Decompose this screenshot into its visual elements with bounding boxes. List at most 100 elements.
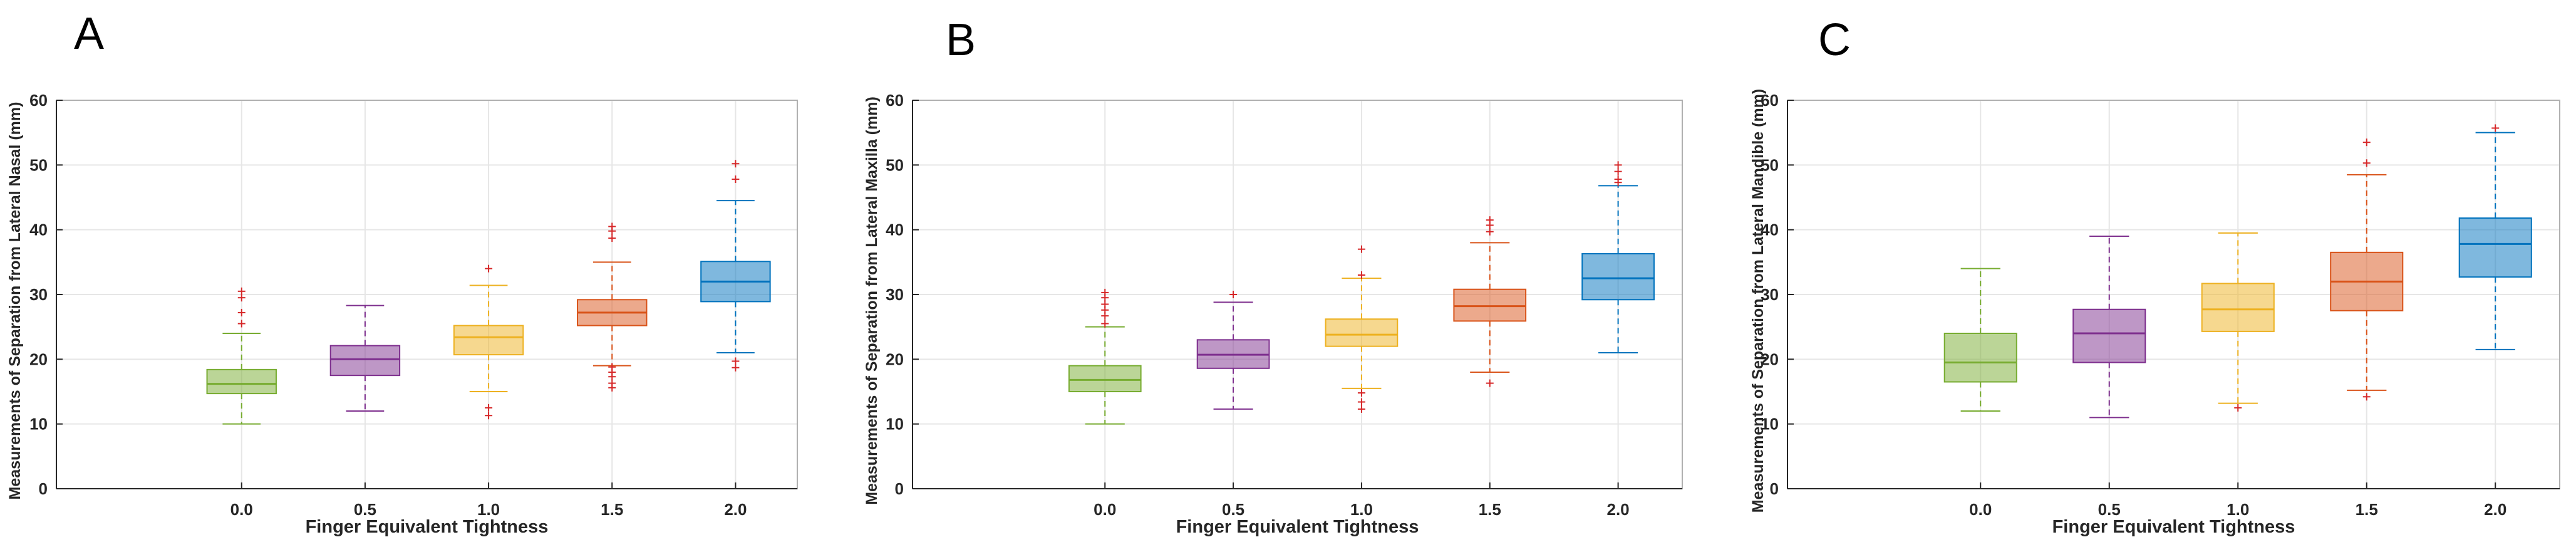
panel-label: B	[946, 15, 976, 65]
outlier-marker	[1101, 320, 1109, 328]
y-tick-label: 40	[886, 221, 904, 239]
x-axis-label: Finger Equivalent Tightness	[1176, 517, 1419, 537]
outlier-marker	[237, 294, 246, 302]
outlier-marker	[1229, 291, 1238, 298]
box-1.5	[1453, 216, 1527, 387]
outlier-marker	[2234, 404, 2242, 412]
outlier-marker	[2491, 124, 2500, 132]
iqr-box	[206, 368, 277, 395]
box-0.0	[1943, 268, 2017, 412]
iqr-box	[1943, 333, 2017, 383]
x-tick-label: 0.5	[1222, 500, 1244, 519]
box-1.0	[1325, 245, 1399, 413]
iqr-box	[1581, 253, 1655, 301]
outlier-marker	[237, 287, 246, 295]
y-tick-label: 10	[886, 415, 904, 434]
y-tick-label: 30	[1761, 285, 1779, 304]
x-tick-label: 0.0	[1094, 500, 1116, 519]
y-tick-label: 10	[29, 415, 48, 434]
y-tick-label: 30	[29, 285, 48, 304]
box-1.0	[453, 264, 524, 420]
panel-label: C	[1818, 15, 1851, 65]
x-tick-label: 1.5	[2356, 500, 2378, 519]
outlier-marker	[1357, 398, 1365, 406]
outlier-marker	[1486, 379, 1494, 387]
box-0.5	[329, 305, 401, 412]
y-tick-label: 60	[1761, 91, 1779, 110]
iqr-box	[1068, 365, 1142, 393]
outlier-marker	[608, 363, 616, 371]
outlier-marker	[485, 412, 493, 420]
box-0.5	[2072, 236, 2146, 419]
y-tick-label: 40	[1761, 221, 1779, 239]
x-axis-label: Finger Equivalent Tightness	[2052, 517, 2295, 537]
outlier-marker	[1357, 405, 1365, 413]
box-0.0	[1068, 288, 1142, 425]
box-1.0	[2201, 232, 2275, 412]
outlier-marker	[237, 308, 246, 316]
y-tick-label: 50	[1761, 155, 1779, 174]
x-tick-label: 1.5	[1479, 500, 1501, 519]
y-tick-label: 20	[1761, 350, 1779, 368]
outlier-marker	[732, 357, 740, 365]
outlier-marker	[1357, 245, 1365, 253]
box-1.5	[2330, 138, 2404, 401]
outlier-marker	[1614, 161, 1622, 169]
outlier-marker	[237, 320, 246, 328]
y-axis-label: Measurements of Separation from Lateral …	[863, 96, 881, 505]
x-tick-label: 2.0	[724, 500, 747, 519]
iqr-box	[1325, 318, 1399, 347]
outlier-marker	[732, 363, 740, 372]
x-tick-label: 1.0	[1350, 500, 1373, 519]
y-tick-label: 30	[886, 285, 904, 304]
y-tick-label: 20	[29, 350, 48, 368]
x-tick-label: 0.5	[2098, 500, 2121, 519]
outlier-marker	[1614, 175, 1622, 184]
outlier-marker	[1486, 227, 1494, 236]
y-tick-label: 0	[39, 479, 48, 498]
y-tick-label: 40	[29, 221, 48, 239]
box-2.0	[700, 160, 771, 372]
box-0.5	[1196, 291, 1270, 410]
outlier-marker	[1357, 271, 1365, 279]
outlier-marker	[608, 379, 616, 387]
panel-a: A 0 10 20 30 40 50 60 0.0 0.5 1.0 1.5 2.0 Finger Equi…	[6, 9, 798, 537]
x-tick-label: 0.5	[354, 500, 376, 519]
y-axis-label: Measurements of Separation from Lateral …	[6, 102, 24, 500]
y-tick-label: 0	[1770, 479, 1779, 498]
y-tick-label: 10	[1761, 415, 1779, 434]
x-tick-label: 2.0	[1607, 500, 1630, 519]
outlier-marker	[1614, 167, 1622, 175]
panel-c: C 0 10 20 30 40 50 60 0.0 0.5 1.0 1.5 2.0 Finger Equi…	[1749, 15, 2560, 537]
box-2.0	[2458, 124, 2532, 350]
outlier-marker	[1486, 216, 1494, 224]
x-axis-label: Finger Equivalent Tightness	[306, 517, 549, 537]
outlier-marker	[485, 404, 493, 412]
box-0.0	[206, 287, 277, 425]
panel-label: A	[74, 9, 104, 59]
panel-b: B 0 10 20 30 40 50 60 0.0 0.5 1.0 1.5 2.0 Finger Equi…	[863, 15, 1683, 537]
y-axis-label: Measurements of Separation from Lateral …	[1749, 89, 1767, 513]
outlier-marker	[732, 160, 740, 168]
outlier-marker	[2362, 138, 2371, 147]
y-tick-label: 50	[29, 155, 48, 174]
outlier-marker	[608, 222, 616, 231]
x-tick-label: 1.5	[601, 500, 623, 519]
box-1.5	[577, 222, 648, 392]
iqr-box	[2201, 283, 2275, 332]
outlier-marker	[1357, 389, 1365, 397]
outlier-marker	[608, 234, 616, 242]
y-tick-label: 50	[886, 155, 904, 174]
outlier-marker	[732, 175, 740, 184]
outlier-marker	[2362, 393, 2371, 401]
box-2.0	[1581, 161, 1655, 353]
iqr-box	[453, 325, 524, 356]
y-tick-label: 60	[886, 91, 904, 110]
iqr-box	[2458, 217, 2532, 278]
outlier-marker	[485, 264, 493, 273]
x-tick-label: 0.0	[230, 500, 253, 519]
x-tick-label: 0.0	[1969, 500, 1992, 519]
x-tick-label: 1.0	[477, 500, 500, 519]
y-tick-label: 20	[886, 350, 904, 368]
